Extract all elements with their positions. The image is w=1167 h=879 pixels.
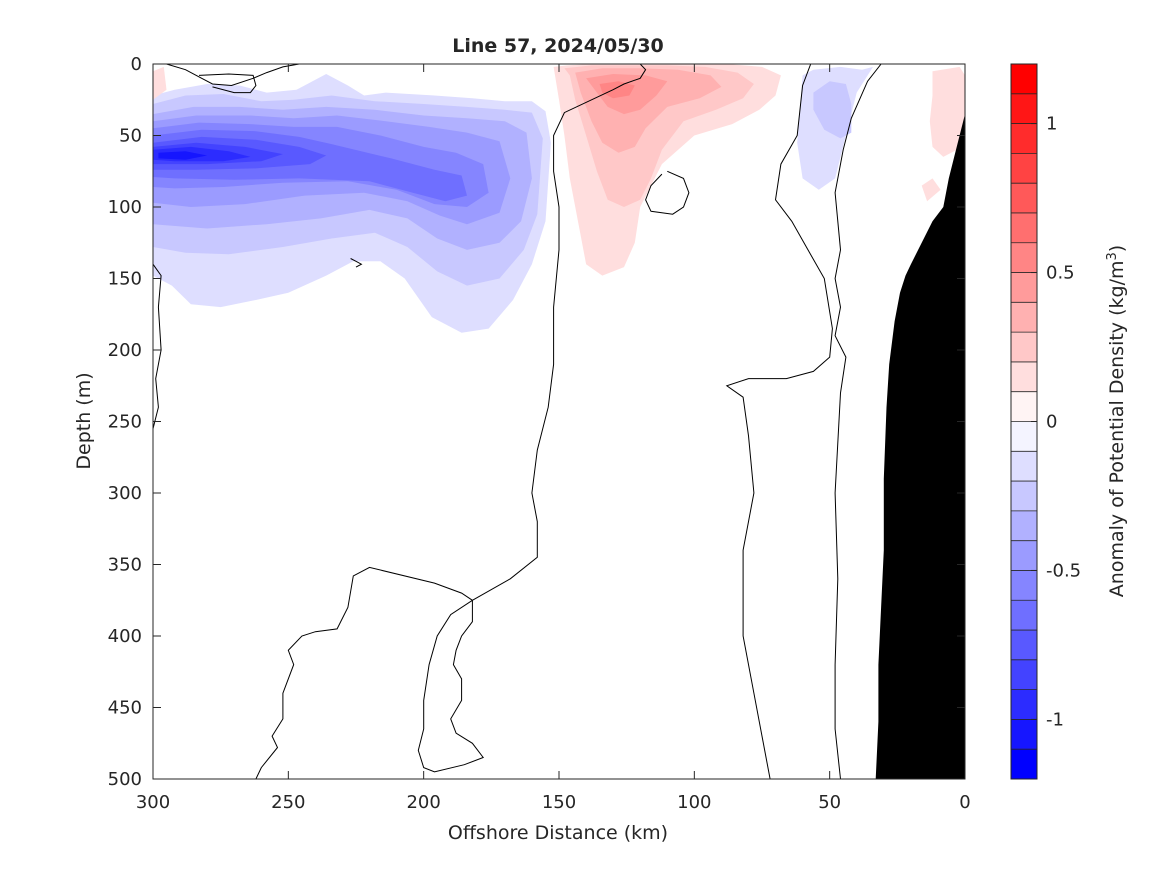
y-tick-label: 200	[108, 340, 142, 361]
colorbar-band	[1011, 64, 1037, 95]
colorbar-band	[1011, 93, 1037, 125]
colorbar-band	[1011, 510, 1037, 542]
colorbar-band	[1011, 570, 1037, 601]
zero-contour-lines	[153, 64, 882, 779]
x-tick-label: 0	[959, 792, 970, 813]
y-tick-label: 400	[108, 626, 142, 647]
colorbar-label-superscript: 3	[1105, 252, 1120, 260]
zero-contour	[198, 73, 257, 94]
colorbar-band	[1011, 749, 1037, 780]
colorbar-band	[1011, 689, 1037, 720]
zero-contour	[350, 258, 363, 268]
zero-contour	[153, 263, 162, 429]
y-tick-label: 250	[108, 412, 142, 433]
colorbar-tick-label: 0.5	[1046, 263, 1075, 284]
colorbar-band	[1011, 183, 1037, 214]
colorbar-band	[1011, 332, 1037, 363]
colorbar-band	[1011, 540, 1037, 571]
anomaly-region	[599, 81, 635, 99]
colorbar-label-text: Anomaly of Potential Density (kg/m	[1106, 261, 1128, 598]
colorbar-band	[1011, 272, 1037, 303]
x-tick-label: 50	[818, 792, 841, 813]
zero-contour	[725, 64, 833, 779]
density-anomaly-fills	[153, 64, 965, 333]
x-axis: 300 250 200 150 100 50 0	[136, 64, 971, 813]
anomaly-region	[153, 66, 167, 100]
colorbar-tick-label: -0.5	[1046, 560, 1081, 581]
y-tick-label: 450	[108, 698, 142, 719]
colorbar-tick-label: 0	[1046, 412, 1057, 433]
colorbar-label-close: )	[1106, 245, 1128, 252]
y-tick-label: 500	[108, 769, 142, 790]
colorbar-band	[1011, 153, 1037, 184]
y-tick-label: 150	[108, 269, 142, 290]
colorbar-band	[1011, 719, 1037, 750]
colorbar-tick-label: 1	[1046, 114, 1057, 135]
anomaly-region	[929, 66, 965, 157]
x-tick-label: 250	[271, 792, 305, 813]
colorbar-band	[1011, 600, 1037, 631]
colorbar: 1 0.5 0 -0.5 -1	[1010, 63, 1081, 780]
zero-contour	[166, 64, 300, 87]
zero-contour	[645, 170, 690, 215]
x-tick-label: 200	[406, 792, 440, 813]
anomaly-region	[158, 151, 208, 160]
colorbar-band	[1011, 361, 1037, 393]
x-tick-label: 300	[136, 792, 170, 813]
colorbar-band	[1011, 302, 1037, 333]
colorbar-band	[1011, 659, 1037, 691]
seafloor-shape	[875, 114, 965, 779]
colorbar-label: Anomaly of Potential Density (kg/m3)	[1105, 245, 1129, 597]
y-tick-label: 100	[108, 197, 142, 218]
x-axis-label: Offshore Distance (km)	[448, 822, 668, 844]
y-tick-label: 50	[119, 126, 142, 147]
y-tick-label: 350	[108, 555, 142, 576]
colorbar-band	[1011, 481, 1037, 512]
y-tick-label: 0	[131, 54, 142, 75]
colorbar-band	[1011, 451, 1037, 482]
colorbar-band	[1011, 212, 1037, 244]
y-tick-label: 300	[108, 483, 142, 504]
anomaly-region	[921, 178, 941, 202]
y-axis: 0 50 100 150 200 250 300 350 400 450 500	[108, 54, 965, 790]
zero-contour	[834, 64, 882, 779]
colorbar-band	[1011, 391, 1037, 422]
colorbar-band	[1011, 242, 1037, 274]
anomaly-region	[813, 81, 852, 139]
chart-title: Line 57, 2024/05/30	[452, 35, 664, 57]
colorbar-band	[1011, 123, 1037, 154]
colorbar-tick-label: -1	[1046, 709, 1064, 730]
y-axis-label: Depth (m)	[73, 372, 95, 469]
seafloor-bathymetry	[875, 114, 965, 779]
colorbar-band	[1011, 421, 1037, 452]
zero-contour	[255, 64, 647, 779]
colorbar-band	[1011, 630, 1037, 661]
x-tick-label: 150	[542, 792, 576, 813]
x-tick-label: 100	[677, 792, 711, 813]
